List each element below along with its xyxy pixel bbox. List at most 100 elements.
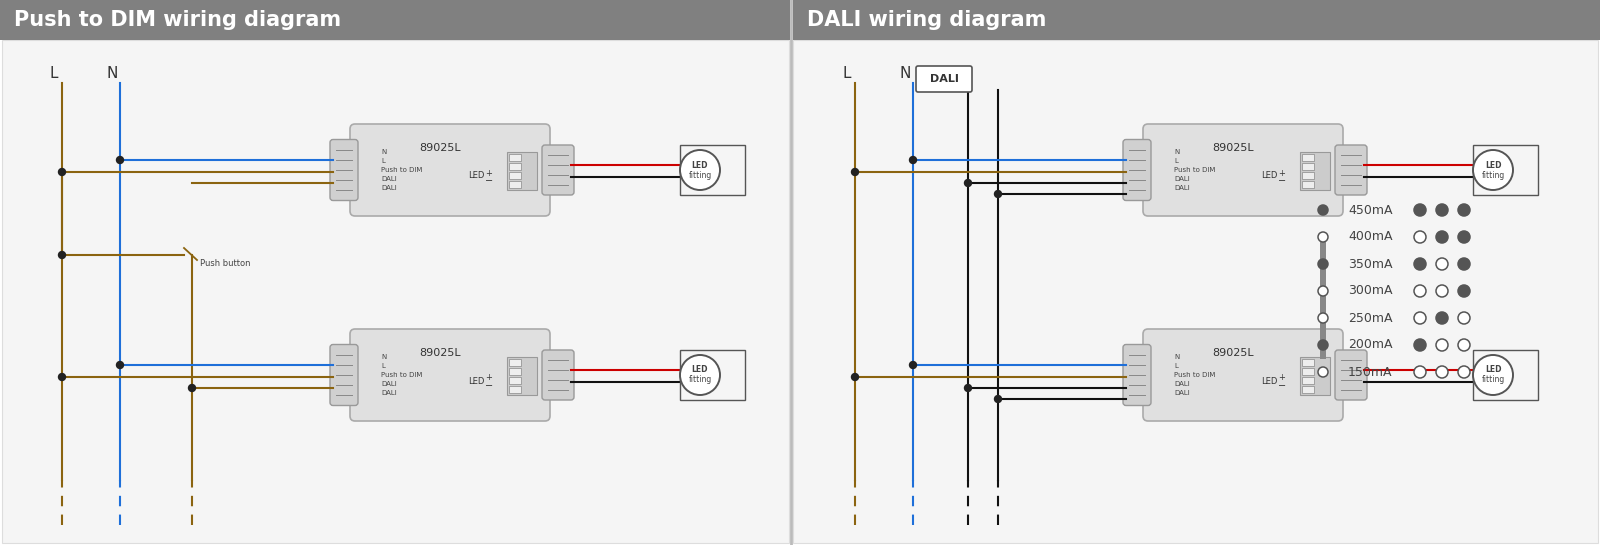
Circle shape	[1318, 205, 1328, 215]
Circle shape	[965, 385, 971, 391]
Bar	[1302, 181, 1314, 188]
Text: 89025L: 89025L	[1213, 348, 1254, 358]
FancyBboxPatch shape	[330, 344, 358, 405]
Circle shape	[851, 373, 859, 380]
Text: Push to DIM: Push to DIM	[381, 167, 422, 173]
Circle shape	[1318, 367, 1328, 377]
Bar	[1302, 368, 1314, 375]
Text: Push to DIM wiring diagram: Push to DIM wiring diagram	[14, 10, 341, 30]
Text: 250mA: 250mA	[1347, 312, 1392, 324]
Text: 89025L: 89025L	[1213, 143, 1254, 153]
Bar	[1299, 357, 1330, 395]
Bar	[509, 368, 522, 375]
Circle shape	[59, 251, 66, 258]
Bar	[509, 377, 522, 384]
Text: 89025L: 89025L	[419, 143, 461, 153]
Circle shape	[1318, 259, 1328, 269]
Circle shape	[909, 156, 917, 164]
Text: DALI: DALI	[381, 390, 397, 396]
Circle shape	[117, 361, 123, 368]
Text: N: N	[381, 149, 386, 155]
Circle shape	[965, 179, 971, 186]
Bar	[680, 350, 746, 400]
Circle shape	[680, 355, 720, 395]
Circle shape	[1437, 231, 1448, 243]
FancyBboxPatch shape	[1123, 344, 1150, 405]
Text: LED: LED	[1485, 160, 1501, 169]
Circle shape	[909, 361, 917, 368]
Text: Push to DIM: Push to DIM	[381, 372, 422, 378]
Bar	[507, 152, 538, 190]
FancyBboxPatch shape	[1334, 145, 1366, 195]
Circle shape	[1458, 231, 1470, 243]
Bar	[507, 357, 538, 395]
Text: DALI: DALI	[381, 381, 397, 387]
Circle shape	[851, 168, 859, 175]
Bar	[509, 181, 522, 188]
Bar	[509, 154, 522, 161]
Circle shape	[1414, 366, 1426, 378]
Text: L: L	[843, 65, 851, 81]
Text: fitting: fitting	[688, 171, 712, 179]
Text: L: L	[1174, 158, 1178, 164]
Circle shape	[1458, 366, 1470, 378]
Text: Push button: Push button	[200, 258, 251, 268]
Text: 200mA: 200mA	[1347, 338, 1392, 352]
Bar	[794, 40, 1598, 543]
Bar	[509, 163, 522, 170]
Text: DALI: DALI	[381, 176, 397, 182]
Text: DALI: DALI	[1174, 381, 1190, 387]
Bar	[509, 386, 522, 393]
Circle shape	[1437, 258, 1448, 270]
Circle shape	[1437, 312, 1448, 324]
FancyBboxPatch shape	[915, 66, 973, 92]
Text: DALI: DALI	[1174, 185, 1190, 191]
Bar	[1302, 377, 1314, 384]
Bar	[1474, 145, 1538, 195]
Circle shape	[59, 373, 66, 380]
Circle shape	[189, 385, 195, 391]
Circle shape	[1458, 285, 1470, 297]
Circle shape	[1474, 355, 1514, 395]
Circle shape	[1458, 258, 1470, 270]
Bar	[2, 40, 789, 543]
Text: L: L	[50, 65, 58, 81]
Text: DALI wiring diagram: DALI wiring diagram	[806, 10, 1046, 30]
Text: N: N	[1174, 354, 1179, 360]
Bar	[680, 145, 746, 195]
FancyBboxPatch shape	[542, 145, 574, 195]
Text: LED: LED	[467, 172, 485, 180]
Text: +: +	[485, 373, 491, 383]
Bar	[1320, 237, 1326, 359]
Text: LED: LED	[691, 366, 709, 374]
Circle shape	[1474, 150, 1514, 190]
Text: N: N	[381, 354, 386, 360]
Text: DALI: DALI	[381, 185, 397, 191]
Text: +: +	[1278, 373, 1285, 383]
FancyBboxPatch shape	[1142, 124, 1342, 216]
Text: LED: LED	[1261, 377, 1277, 385]
Text: fitting: fitting	[1482, 171, 1504, 179]
Circle shape	[1437, 366, 1448, 378]
Bar	[1302, 172, 1314, 179]
Circle shape	[680, 150, 720, 190]
Text: −: −	[485, 176, 493, 186]
Text: DALI: DALI	[1174, 390, 1190, 396]
Circle shape	[1414, 231, 1426, 243]
Circle shape	[1414, 312, 1426, 324]
Text: Push to DIM: Push to DIM	[1174, 167, 1216, 173]
Text: N: N	[899, 65, 910, 81]
FancyBboxPatch shape	[542, 350, 574, 400]
Text: N: N	[1174, 149, 1179, 155]
Text: fitting: fitting	[688, 376, 712, 385]
Text: 150mA: 150mA	[1347, 366, 1392, 378]
Text: N: N	[106, 65, 118, 81]
Text: LED: LED	[1485, 366, 1501, 374]
Bar	[0, 0, 790, 40]
Text: 300mA: 300mA	[1347, 284, 1392, 298]
Bar	[509, 359, 522, 366]
Bar	[1302, 359, 1314, 366]
Circle shape	[1414, 204, 1426, 216]
Text: 350mA: 350mA	[1347, 257, 1392, 270]
Text: +: +	[485, 168, 491, 178]
